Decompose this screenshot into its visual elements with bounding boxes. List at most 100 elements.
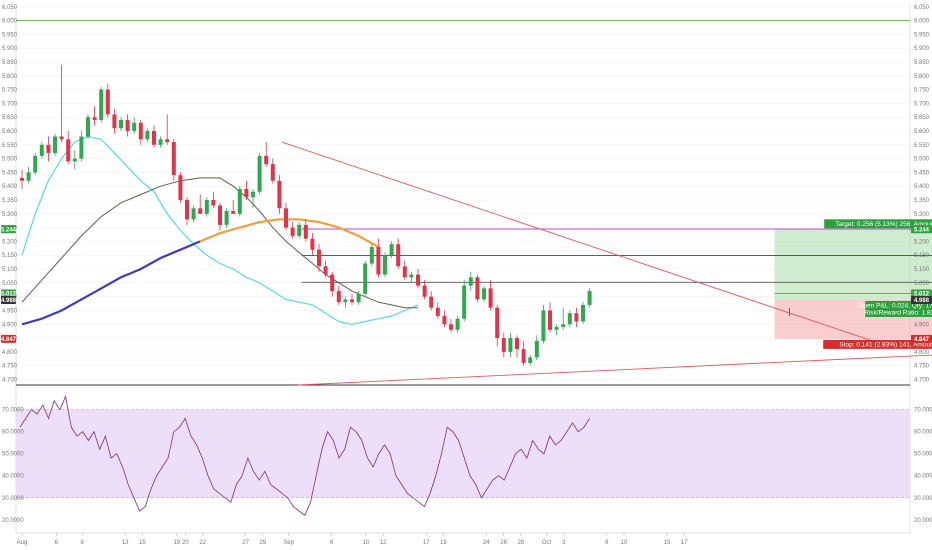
risk-reward-label: Risk/Reward Ratio: 1.82	[864, 309, 932, 316]
price-tick-label-right: 5.150	[914, 253, 930, 259]
candle[interactable]	[79, 131, 84, 162]
candle[interactable]	[72, 150, 77, 170]
candle[interactable]	[541, 304, 546, 344]
candle[interactable]	[198, 194, 203, 214]
price-tick-label-left: 5.500	[2, 157, 18, 163]
time-tick-label: 27	[242, 540, 249, 546]
candle[interactable]	[587, 288, 592, 308]
candle[interactable]	[475, 274, 480, 303]
candle[interactable]	[468, 271, 473, 292]
candle[interactable]	[581, 302, 585, 325]
candle[interactable]	[119, 117, 123, 131]
candle[interactable]	[534, 335, 539, 361]
candle[interactable]	[323, 260, 328, 278]
candle[interactable]	[53, 133, 57, 156]
candle[interactable]	[310, 233, 315, 256]
candle[interactable]	[402, 260, 407, 281]
candle[interactable]	[152, 125, 156, 148]
candle[interactable]	[409, 271, 414, 283]
candle[interactable]	[495, 304, 500, 347]
candle[interactable]	[554, 324, 559, 336]
candle[interactable]	[574, 307, 579, 328]
candle[interactable]	[158, 136, 163, 148]
candle[interactable]	[383, 252, 387, 278]
candle[interactable]	[508, 332, 513, 358]
candle[interactable]	[224, 208, 229, 228]
candle[interactable]	[125, 114, 130, 137]
candle[interactable]	[277, 175, 282, 214]
candle[interactable]	[178, 172, 183, 203]
candle[interactable]	[26, 166, 31, 184]
price-badge-right	[911, 295, 932, 304]
candle[interactable]	[336, 285, 341, 305]
candle[interactable]	[251, 188, 255, 209]
candle[interactable]	[290, 222, 295, 239]
candle[interactable]	[244, 180, 249, 201]
candle[interactable]	[132, 117, 137, 134]
price-tick-label-left: 4.900	[2, 322, 18, 328]
candle[interactable]	[442, 310, 447, 328]
candle[interactable]	[429, 291, 434, 311]
candle-body	[567, 313, 572, 325]
candle[interactable]	[363, 260, 368, 297]
candle[interactable]	[369, 244, 374, 267]
candle[interactable]	[86, 114, 90, 140]
candle[interactable]	[389, 241, 394, 258]
candle[interactable]	[39, 142, 44, 159]
candle[interactable]	[191, 205, 196, 223]
candle[interactable]	[284, 202, 288, 231]
candle[interactable]	[561, 307, 566, 330]
candle[interactable]	[112, 108, 117, 134]
candle[interactable]	[501, 332, 506, 358]
time-tick-label: 6	[330, 540, 334, 546]
candle[interactable]	[138, 119, 143, 145]
candle[interactable]	[20, 169, 24, 189]
candle[interactable]	[317, 244, 321, 272]
candle[interactable]	[567, 310, 572, 328]
candle[interactable]	[237, 186, 242, 217]
candle[interactable]	[343, 296, 348, 308]
candle[interactable]	[46, 136, 51, 162]
candle[interactable]	[422, 280, 427, 300]
candle[interactable]	[145, 128, 150, 143]
candle[interactable]	[33, 153, 38, 176]
candle[interactable]	[231, 200, 236, 214]
candle[interactable]	[330, 271, 335, 297]
candle[interactable]	[515, 335, 519, 358]
candle[interactable]	[455, 315, 460, 333]
candle[interactable]	[264, 142, 269, 167]
candle[interactable]	[482, 285, 486, 303]
candle[interactable]	[376, 238, 381, 278]
candle[interactable]	[521, 340, 526, 366]
candle[interactable]	[449, 318, 453, 333]
candle[interactable]	[257, 153, 262, 195]
candle[interactable]	[488, 280, 493, 311]
candle[interactable]	[462, 280, 467, 322]
candle[interactable]	[59, 64, 64, 143]
candle[interactable]	[218, 202, 222, 231]
candle[interactable]	[548, 302, 552, 333]
candle[interactable]	[171, 139, 176, 181]
candle[interactable]	[350, 293, 354, 305]
rsi-line	[19, 394, 590, 517]
candle[interactable]	[435, 302, 440, 319]
price-tick-label-left: 5.750	[2, 88, 18, 94]
candle[interactable]	[270, 158, 275, 184]
candle[interactable]	[396, 238, 401, 270]
candle[interactable]	[297, 222, 302, 239]
candle[interactable]	[416, 269, 420, 289]
candle[interactable]	[185, 197, 189, 225]
rsi-tick-label-left: 40.0000	[2, 474, 24, 480]
candle[interactable]	[66, 131, 71, 165]
candle[interactable]	[211, 191, 216, 209]
candle[interactable]	[204, 197, 209, 217]
candle[interactable]	[165, 114, 170, 145]
candle[interactable]	[105, 84, 110, 118]
price-tick-label-right: 4.900	[914, 322, 930, 328]
candle[interactable]	[356, 291, 361, 305]
candle[interactable]	[303, 219, 308, 242]
candle[interactable]	[92, 106, 97, 126]
candle[interactable]	[528, 354, 533, 366]
candle[interactable]	[99, 86, 104, 123]
